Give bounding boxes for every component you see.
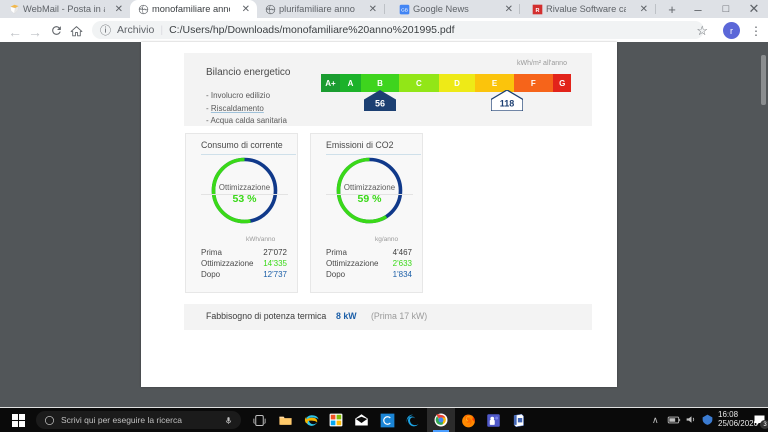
svg-text:GB: GB — [401, 7, 408, 13]
svg-text:56: 56 — [375, 99, 385, 109]
svg-text:118: 118 — [500, 99, 515, 109]
svg-text:R: R — [536, 7, 540, 13]
